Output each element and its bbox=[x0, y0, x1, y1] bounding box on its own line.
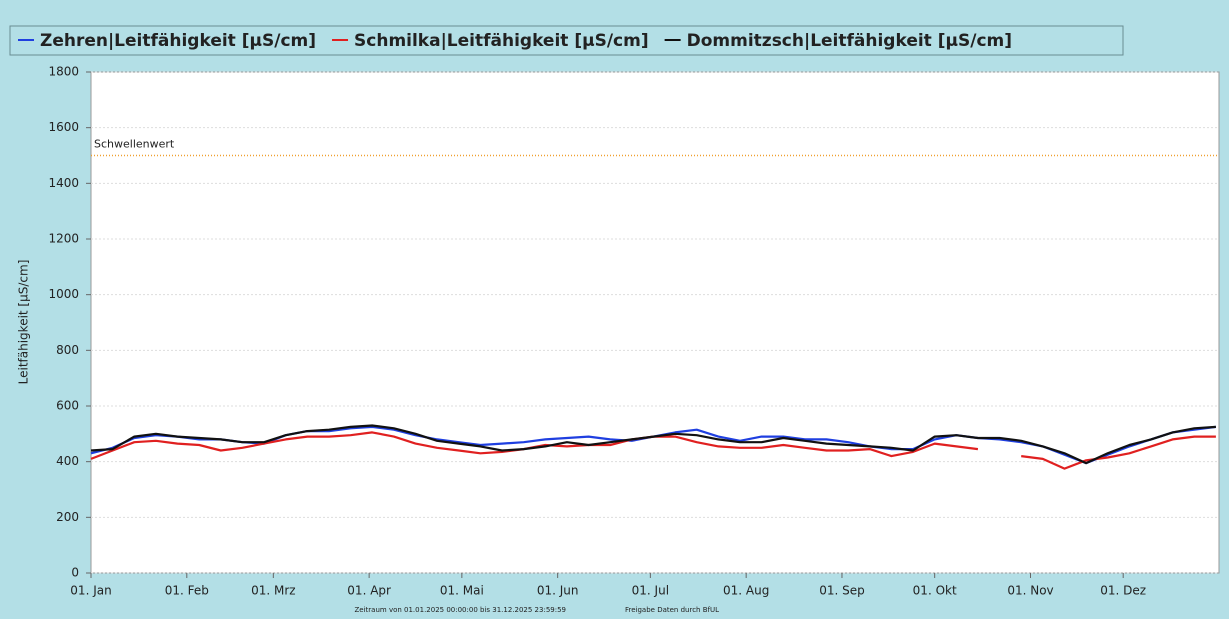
y-tick-label: 1800 bbox=[48, 65, 79, 79]
x-tick-label: 01. Jul bbox=[632, 584, 669, 598]
x-tick-label: 01. Dez bbox=[1100, 584, 1146, 598]
plot-area bbox=[90, 71, 1220, 574]
y-tick-label: 1600 bbox=[48, 120, 79, 134]
x-tick-label: 01. Feb bbox=[165, 584, 209, 598]
y-axis-label: Leitfähigkeit [µS/cm] bbox=[17, 260, 31, 385]
x-tick-label: 01. Mai bbox=[440, 584, 484, 598]
legend-label: Zehren|Leitfähigkeit [µS/cm] bbox=[40, 31, 316, 51]
y-tick-label: 0 bbox=[71, 566, 79, 580]
x-tick-label: 01. Nov bbox=[1007, 584, 1053, 598]
x-tick-label: 01. Okt bbox=[913, 584, 957, 598]
legend-label: Schmilka|Leitfähigkeit [µS/cm] bbox=[354, 31, 649, 51]
series-line bbox=[90, 424, 1216, 465]
y-tick-label: 600 bbox=[56, 399, 79, 413]
threshold-label: Schwellenwert bbox=[94, 138, 175, 151]
y-tick-label: 1000 bbox=[48, 287, 79, 301]
x-tick-label: 01. Jun bbox=[537, 584, 579, 598]
footer-period: Zeitraum von 01.01.2025 00:00:00 bis 31.… bbox=[355, 606, 567, 614]
x-tick-label: 01. Mrz bbox=[251, 584, 295, 598]
legend-box bbox=[9, 25, 1124, 56]
y-tick-label: 200 bbox=[56, 510, 79, 524]
y-tick-label: 400 bbox=[56, 454, 79, 468]
y-tick-label: 1400 bbox=[48, 176, 79, 190]
y-tick-label: 1200 bbox=[48, 232, 79, 246]
x-tick-label: 01. Jan bbox=[70, 584, 111, 598]
footer-release: Freigabe Daten durch BfUL bbox=[625, 606, 719, 614]
y-tick-label: 800 bbox=[56, 343, 79, 357]
x-tick-label: 01. Aug bbox=[723, 584, 769, 598]
x-tick-label: 01. Apr bbox=[347, 584, 391, 598]
x-tick-label: 01. Sep bbox=[819, 584, 865, 598]
legend-label: Dommitzsch|Leitfähigkeit [µS/cm] bbox=[687, 31, 1012, 51]
